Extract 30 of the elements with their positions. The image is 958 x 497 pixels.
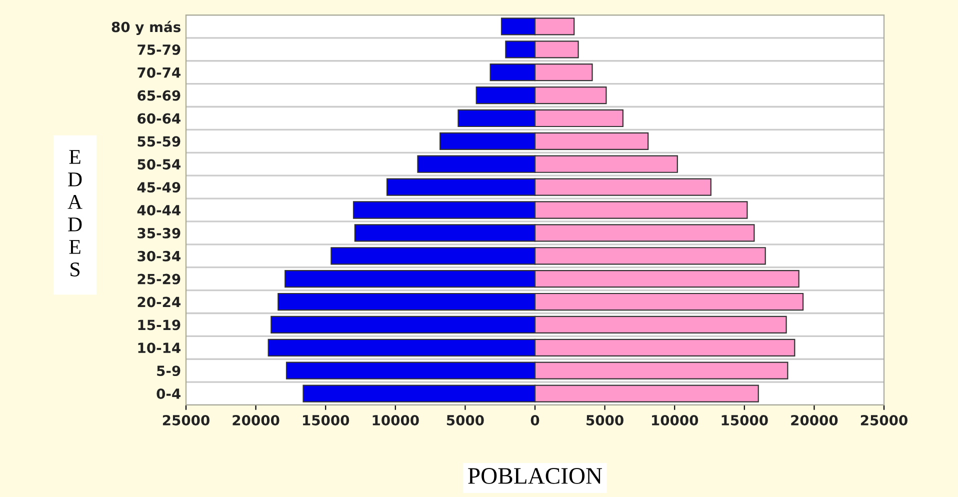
y-tick-label: 30-34 — [138, 250, 180, 262]
y-tick-label: 65-69 — [138, 90, 180, 101]
x-tick-label: 25000 — [860, 414, 908, 426]
y-tick-label: 0-4 — [156, 388, 180, 400]
y-tick-label: 60-64 — [138, 113, 180, 124]
y-tick-label: 80 y más — [112, 20, 180, 36]
x-tick-label: 5000 — [446, 414, 484, 426]
y-tick-label: 25-29 — [138, 274, 180, 284]
x-tick-label: 15000 — [303, 414, 350, 426]
y-tick-label: 45-49 — [137, 182, 180, 193]
x-tick-label: 10000 — [652, 414, 698, 426]
y-tick-label: 5-9 — [157, 366, 180, 376]
y-tick-label: 75-79 — [138, 44, 180, 55]
y-tick-label: 10-14 — [138, 342, 180, 354]
x-tick-label: 15000 — [722, 414, 768, 426]
y-tick-label: 35-39 — [138, 228, 180, 238]
x-axis-title: POBLACION — [468, 468, 602, 484]
x-tick-label: 0 — [530, 414, 540, 426]
x-tick-label: 10000 — [372, 414, 419, 426]
x-tick-label: 20000 — [791, 414, 838, 426]
y-axis-title: E D A D E S — [68, 150, 82, 276]
y-tick-label: 20-24 — [138, 296, 180, 308]
y-tick-label: 15-19 — [138, 320, 180, 330]
y-tick-label: 70-74 — [138, 67, 180, 78]
y-tick-label: 50-54 — [138, 159, 180, 170]
x-tick-label: 20000 — [232, 414, 280, 426]
x-tick-label: 5000 — [586, 414, 624, 426]
y-tick-label: 40-44 — [137, 204, 180, 216]
y-tick-label: 55-59 — [138, 136, 180, 147]
x-tick-label: 25000 — [162, 414, 210, 426]
